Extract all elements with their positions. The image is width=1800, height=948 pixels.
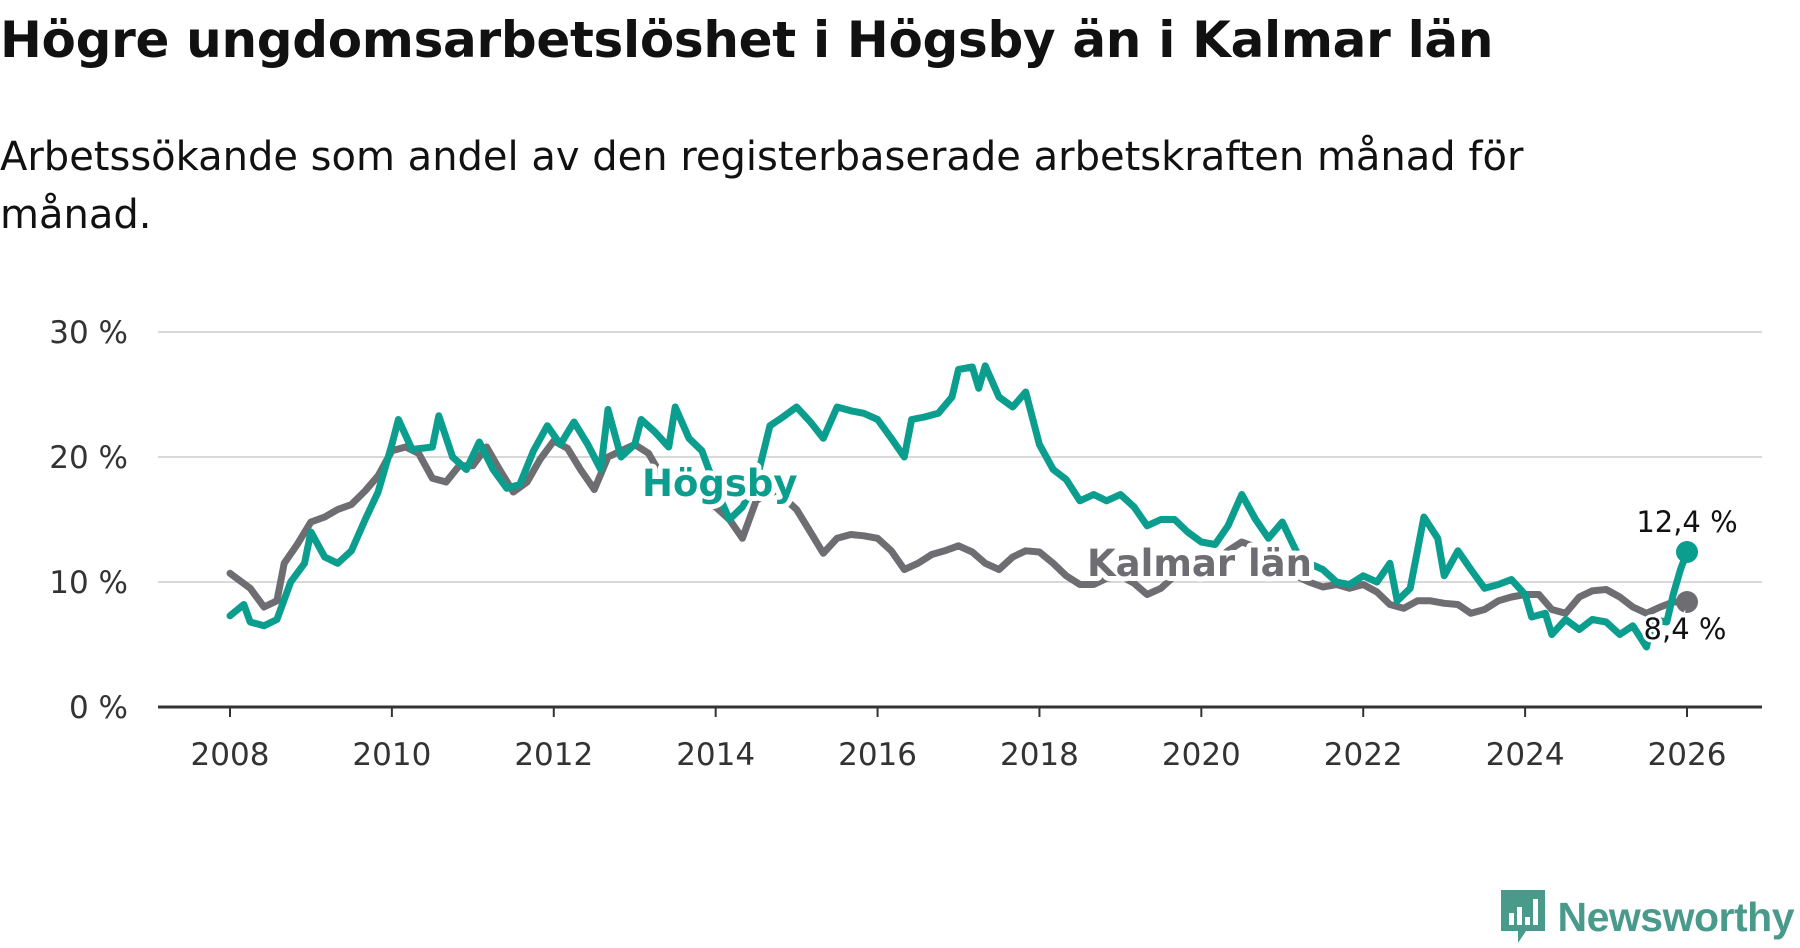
series-line-kalmar-ln xyxy=(226,437,1691,617)
brand-logo: Newsworthy xyxy=(1498,886,1795,948)
y-tick-label: 30 % xyxy=(49,315,128,351)
x-tick-label: 2026 xyxy=(1648,737,1727,773)
y-axis-ticks: 0 % 10 % 20 % 30 % xyxy=(49,315,128,726)
end-label-kalmar-lan: 8,4 % xyxy=(1644,612,1727,646)
series-label-hogsby: Högsby xyxy=(642,462,798,505)
y-tick-label: 10 % xyxy=(49,565,128,601)
end-label-hogsby: 12,4 % xyxy=(1636,505,1737,539)
y-tick-label: 0 % xyxy=(69,690,128,726)
chart-subtitle: Arbetssökande som andel av den registerb… xyxy=(0,134,1524,238)
x-tick-label: 2020 xyxy=(1162,737,1241,773)
series-end-point-hgsby xyxy=(1676,541,1698,563)
series-lines xyxy=(226,362,1698,651)
series-label-kalmar-lan: Kalmar län xyxy=(1087,542,1312,585)
x-tick-label: 2016 xyxy=(838,737,917,773)
x-tick-label: 2024 xyxy=(1486,737,1565,773)
y-tick-label: 20 % xyxy=(49,440,128,476)
x-tick-label: 2014 xyxy=(676,737,755,773)
brand-name: Newsworthy xyxy=(1557,893,1795,940)
line-chart: 0 % 10 % 20 % 30 % 2008 2010 2012 2014 2016 2018… xyxy=(49,315,1762,773)
series-line-hgsby xyxy=(226,362,1691,651)
x-tick-label: 2018 xyxy=(1000,737,1079,773)
newsworthy-logo-icon xyxy=(1500,890,1545,943)
chart-title: Högre ungdomsarbetslöshet i Högsby än i … xyxy=(0,11,1494,69)
x-axis-ticks: 2008 2010 2012 2014 2016 2018 2020 2022 2024 2026 xyxy=(191,707,1727,773)
x-tick-label: 2008 xyxy=(191,737,270,773)
x-tick-label: 2012 xyxy=(514,737,593,773)
series-end-point-kalmar-ln xyxy=(1676,591,1698,613)
series-labels: Högsby Kalmar län 12,4 % 8,4 % xyxy=(637,457,1741,649)
x-tick-label: 2022 xyxy=(1324,737,1403,773)
x-tick-label: 2010 xyxy=(352,737,431,773)
